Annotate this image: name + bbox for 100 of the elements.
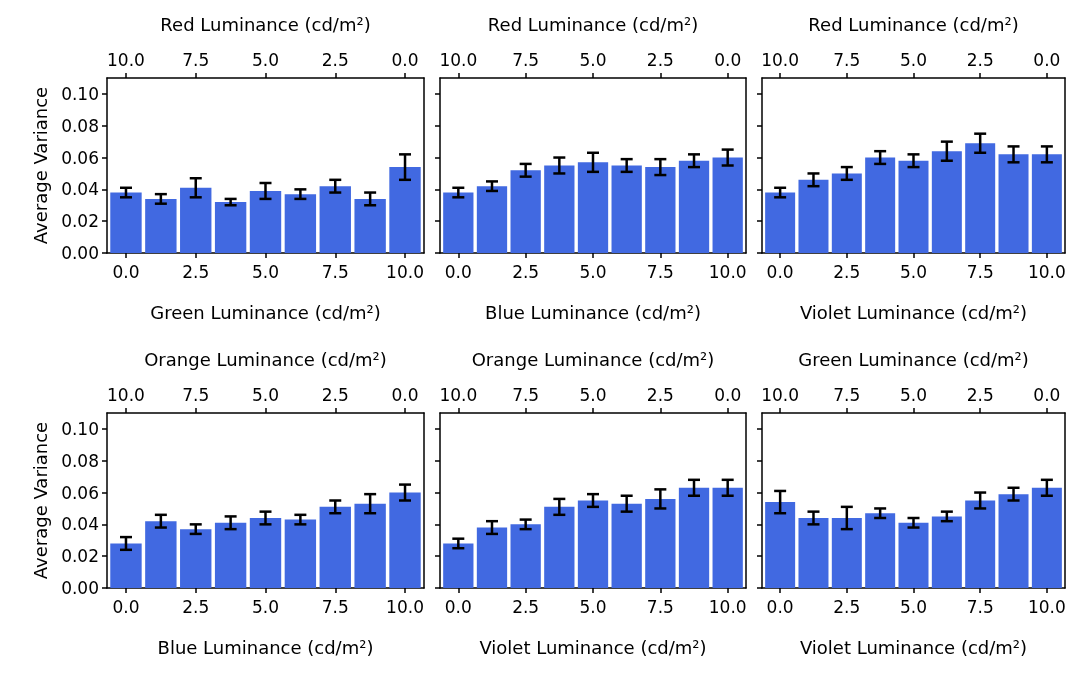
y-tick-label: 0.04	[61, 514, 99, 535]
x-tick-label: 10.0	[1027, 261, 1066, 282]
bar	[443, 192, 474, 253]
x2-tick-label: 2.5	[646, 384, 674, 405]
bar	[354, 503, 386, 588]
bar	[998, 494, 1029, 588]
y-axis-title: Average Variance	[29, 86, 51, 245]
x-tick-label: 7.5	[321, 596, 349, 617]
x2-tick-label: 10.0	[107, 384, 145, 405]
x-tick-label: 0.0	[444, 596, 472, 617]
bar	[319, 186, 351, 253]
x2-tick-label: 5.0	[579, 384, 607, 405]
x-tick-label: 0.0	[766, 596, 794, 617]
x-tick-label: 0.0	[112, 261, 140, 282]
bar	[510, 524, 541, 588]
x2-tick-label: 7.5	[512, 49, 540, 70]
bar	[476, 527, 508, 588]
bar	[998, 154, 1029, 253]
bar	[249, 518, 282, 588]
x-axis-title: Green Luminance (cd/m²)	[150, 301, 381, 323]
bar	[443, 543, 474, 588]
x2-axis-title: Orange Luminance (cd/m²)	[144, 348, 387, 370]
bar	[544, 506, 575, 588]
x-tick-label: 2.5	[182, 261, 210, 282]
x2-tick-label: 10.0	[107, 49, 145, 70]
x-tick-label: 5.0	[251, 596, 280, 617]
bar	[249, 190, 282, 253]
bar	[898, 160, 929, 253]
x2-axis-title: Red Luminance (cd/m²)	[160, 13, 371, 35]
x-tick-label: 5.0	[251, 261, 280, 282]
x2-tick-label: 7.5	[182, 49, 210, 70]
y-tick-label: 0.00	[61, 243, 99, 263]
bar	[765, 192, 796, 253]
bar	[798, 518, 829, 588]
x2-tick-label: 7.5	[833, 384, 861, 405]
bar	[1031, 487, 1062, 588]
x-axis-title: Blue Luminance (cd/m²)	[157, 636, 374, 658]
x-tick-label: 10.0	[1027, 596, 1066, 617]
x2-tick-label: 0.0	[714, 384, 742, 405]
x2-tick-label: 7.5	[182, 384, 210, 405]
y-tick-label: 0.02	[61, 546, 99, 567]
bar	[712, 487, 743, 588]
y-tick-label: 0.04	[61, 179, 99, 200]
y-tick-label: 0.02	[61, 211, 99, 232]
x-tick-label: 7.5	[966, 261, 994, 282]
y-tick-label: 0.06	[61, 482, 99, 503]
bar	[577, 500, 609, 588]
bar	[354, 198, 386, 253]
y-tick-label: 0.00	[61, 578, 99, 598]
bar	[214, 522, 247, 588]
x2-tick-label: 5.0	[899, 384, 928, 405]
x2-tick-label: 2.5	[966, 384, 994, 405]
x2-tick-label: 5.0	[899, 49, 928, 70]
bar	[712, 157, 743, 253]
bar	[831, 518, 862, 588]
x-tick-label: 0.0	[112, 596, 140, 617]
y-tick-label: 0.10	[61, 83, 99, 104]
x-tick-label: 7.5	[966, 596, 994, 617]
bar	[110, 192, 142, 253]
y-tick-label: 0.10	[61, 418, 99, 439]
bar	[214, 202, 247, 253]
bar	[865, 513, 896, 588]
bar	[145, 198, 177, 253]
bar	[765, 502, 796, 588]
bar	[544, 165, 575, 253]
bar	[510, 170, 541, 253]
x-tick-label: 10.0	[386, 596, 424, 617]
x2-tick-label: 2.5	[321, 384, 349, 405]
bar	[678, 487, 710, 588]
bar	[898, 522, 929, 588]
x2-tick-label: 10.0	[761, 384, 800, 405]
x-tick-label: 5.0	[579, 261, 607, 282]
x2-tick-label: 2.5	[646, 49, 674, 70]
x-tick-label: 2.5	[512, 261, 540, 282]
x-axis-title: Violet Luminance (cd/m²)	[799, 301, 1028, 323]
x-tick-label: 10.0	[386, 261, 424, 282]
x-tick-label: 7.5	[646, 261, 674, 282]
bar	[678, 160, 710, 253]
bar	[965, 143, 996, 253]
x2-tick-label: 0.0	[1033, 384, 1061, 405]
x2-tick-label: 7.5	[833, 49, 861, 70]
bar	[1031, 154, 1062, 253]
bar	[931, 151, 962, 253]
x-tick-label: 2.5	[833, 596, 861, 617]
y-tick-label: 0.08	[61, 115, 99, 136]
bar	[145, 521, 177, 588]
x2-tick-label: 5.0	[251, 384, 280, 405]
bar	[611, 165, 642, 253]
x2-tick-label: 10.0	[439, 384, 478, 405]
bar	[865, 157, 896, 253]
x2-axis-title: Orange Luminance (cd/m²)	[471, 348, 715, 370]
x2-tick-label: 5.0	[251, 49, 280, 70]
x-tick-label: 7.5	[646, 596, 674, 617]
bar	[284, 519, 317, 588]
y-tick-label: 0.08	[61, 450, 99, 471]
x-tick-label: 2.5	[833, 261, 861, 282]
x-tick-label: 5.0	[899, 261, 928, 282]
x2-tick-label: 0.0	[1033, 49, 1061, 70]
x2-tick-label: 0.0	[391, 49, 419, 70]
x2-tick-label: 2.5	[966, 49, 994, 70]
